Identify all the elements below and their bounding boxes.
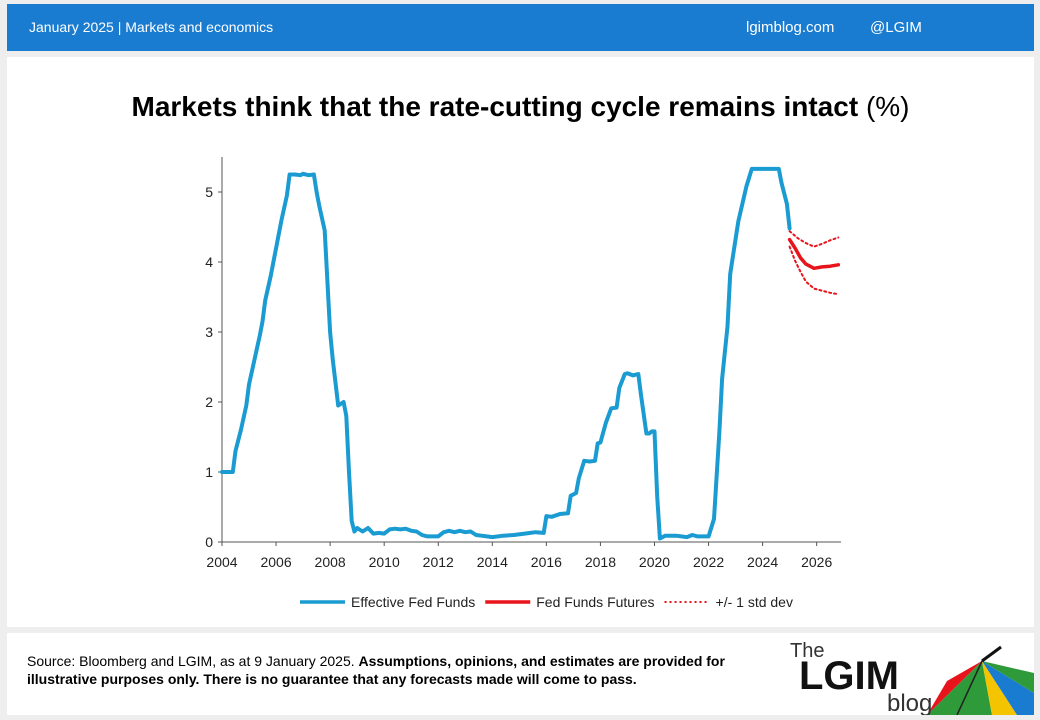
x-tick-label: 2010 bbox=[369, 554, 400, 570]
umbrella-icon bbox=[927, 645, 1034, 715]
x-tick-label: 2018 bbox=[585, 554, 616, 570]
source-disclaimer: Assumptions, opinions, and estimates are… bbox=[27, 653, 725, 687]
x-tick-label: 2020 bbox=[639, 554, 670, 570]
date-section-label: January 2025 | Markets and economics bbox=[29, 19, 274, 35]
series-line-0 bbox=[220, 166, 792, 541]
x-tick-label: 2008 bbox=[315, 554, 346, 570]
y-tick-label: 2 bbox=[205, 394, 213, 410]
source-plain: Source: Bloomberg and LGIM, as at 9 Janu… bbox=[27, 653, 359, 669]
top-banner: January 2025 | Markets and economics lgi… bbox=[7, 4, 1034, 51]
x-tick-label: 2014 bbox=[477, 554, 508, 570]
logo-blog: blog bbox=[887, 690, 932, 715]
x-tick-label: 2012 bbox=[423, 554, 454, 570]
twitter-handle-link[interactable]: @LGIM bbox=[870, 19, 922, 36]
line-chart: 0 1 2 3 4 5 2004 2006 2008 2010 2012 2014 2016 2018 20… bbox=[205, 157, 841, 610]
x-tick-label: 2026 bbox=[801, 554, 832, 570]
x-tick-label: 2022 bbox=[693, 554, 724, 570]
legend-label-1: Fed Funds Futures bbox=[536, 594, 654, 610]
x-tick-label: 2004 bbox=[206, 554, 237, 570]
lgim-blog-logo: The LGIM blog bbox=[790, 640, 1034, 715]
series-line-1 bbox=[787, 237, 841, 271]
y-tick-label: 1 bbox=[205, 464, 213, 480]
chart-title-main: Markets think that the rate-cutting cycl… bbox=[131, 91, 859, 122]
legend-label-0: Effective Fed Funds bbox=[351, 594, 475, 610]
series-line-2 bbox=[788, 230, 840, 248]
chart-title-unit: (%) bbox=[865, 91, 910, 122]
y-tick-label: 3 bbox=[205, 324, 213, 340]
y-tick-label: 5 bbox=[205, 184, 213, 200]
footer: Source: Bloomberg and LGIM, as at 9 Janu… bbox=[7, 633, 1034, 715]
y-tick-label: 0 bbox=[205, 534, 213, 550]
chart-title: Markets think that the rate-cutting cycl… bbox=[7, 91, 1034, 123]
logo-the: The bbox=[790, 640, 824, 662]
x-tick-label: 2016 bbox=[531, 554, 562, 570]
source-note: Source: Bloomberg and LGIM, as at 9 Janu… bbox=[27, 652, 772, 688]
series-line-3 bbox=[788, 245, 840, 296]
y-tick-label: 4 bbox=[205, 254, 213, 270]
legend-label-2: +/- 1 std dev bbox=[716, 594, 793, 610]
logo-brand: LGIM bbox=[799, 654, 899, 698]
chart-panel: Markets think that the rate-cutting cycl… bbox=[7, 57, 1034, 627]
site-link[interactable]: lgimblog.com bbox=[746, 19, 835, 36]
x-tick-label: 2006 bbox=[260, 554, 291, 570]
x-tick-label: 2024 bbox=[747, 554, 778, 570]
